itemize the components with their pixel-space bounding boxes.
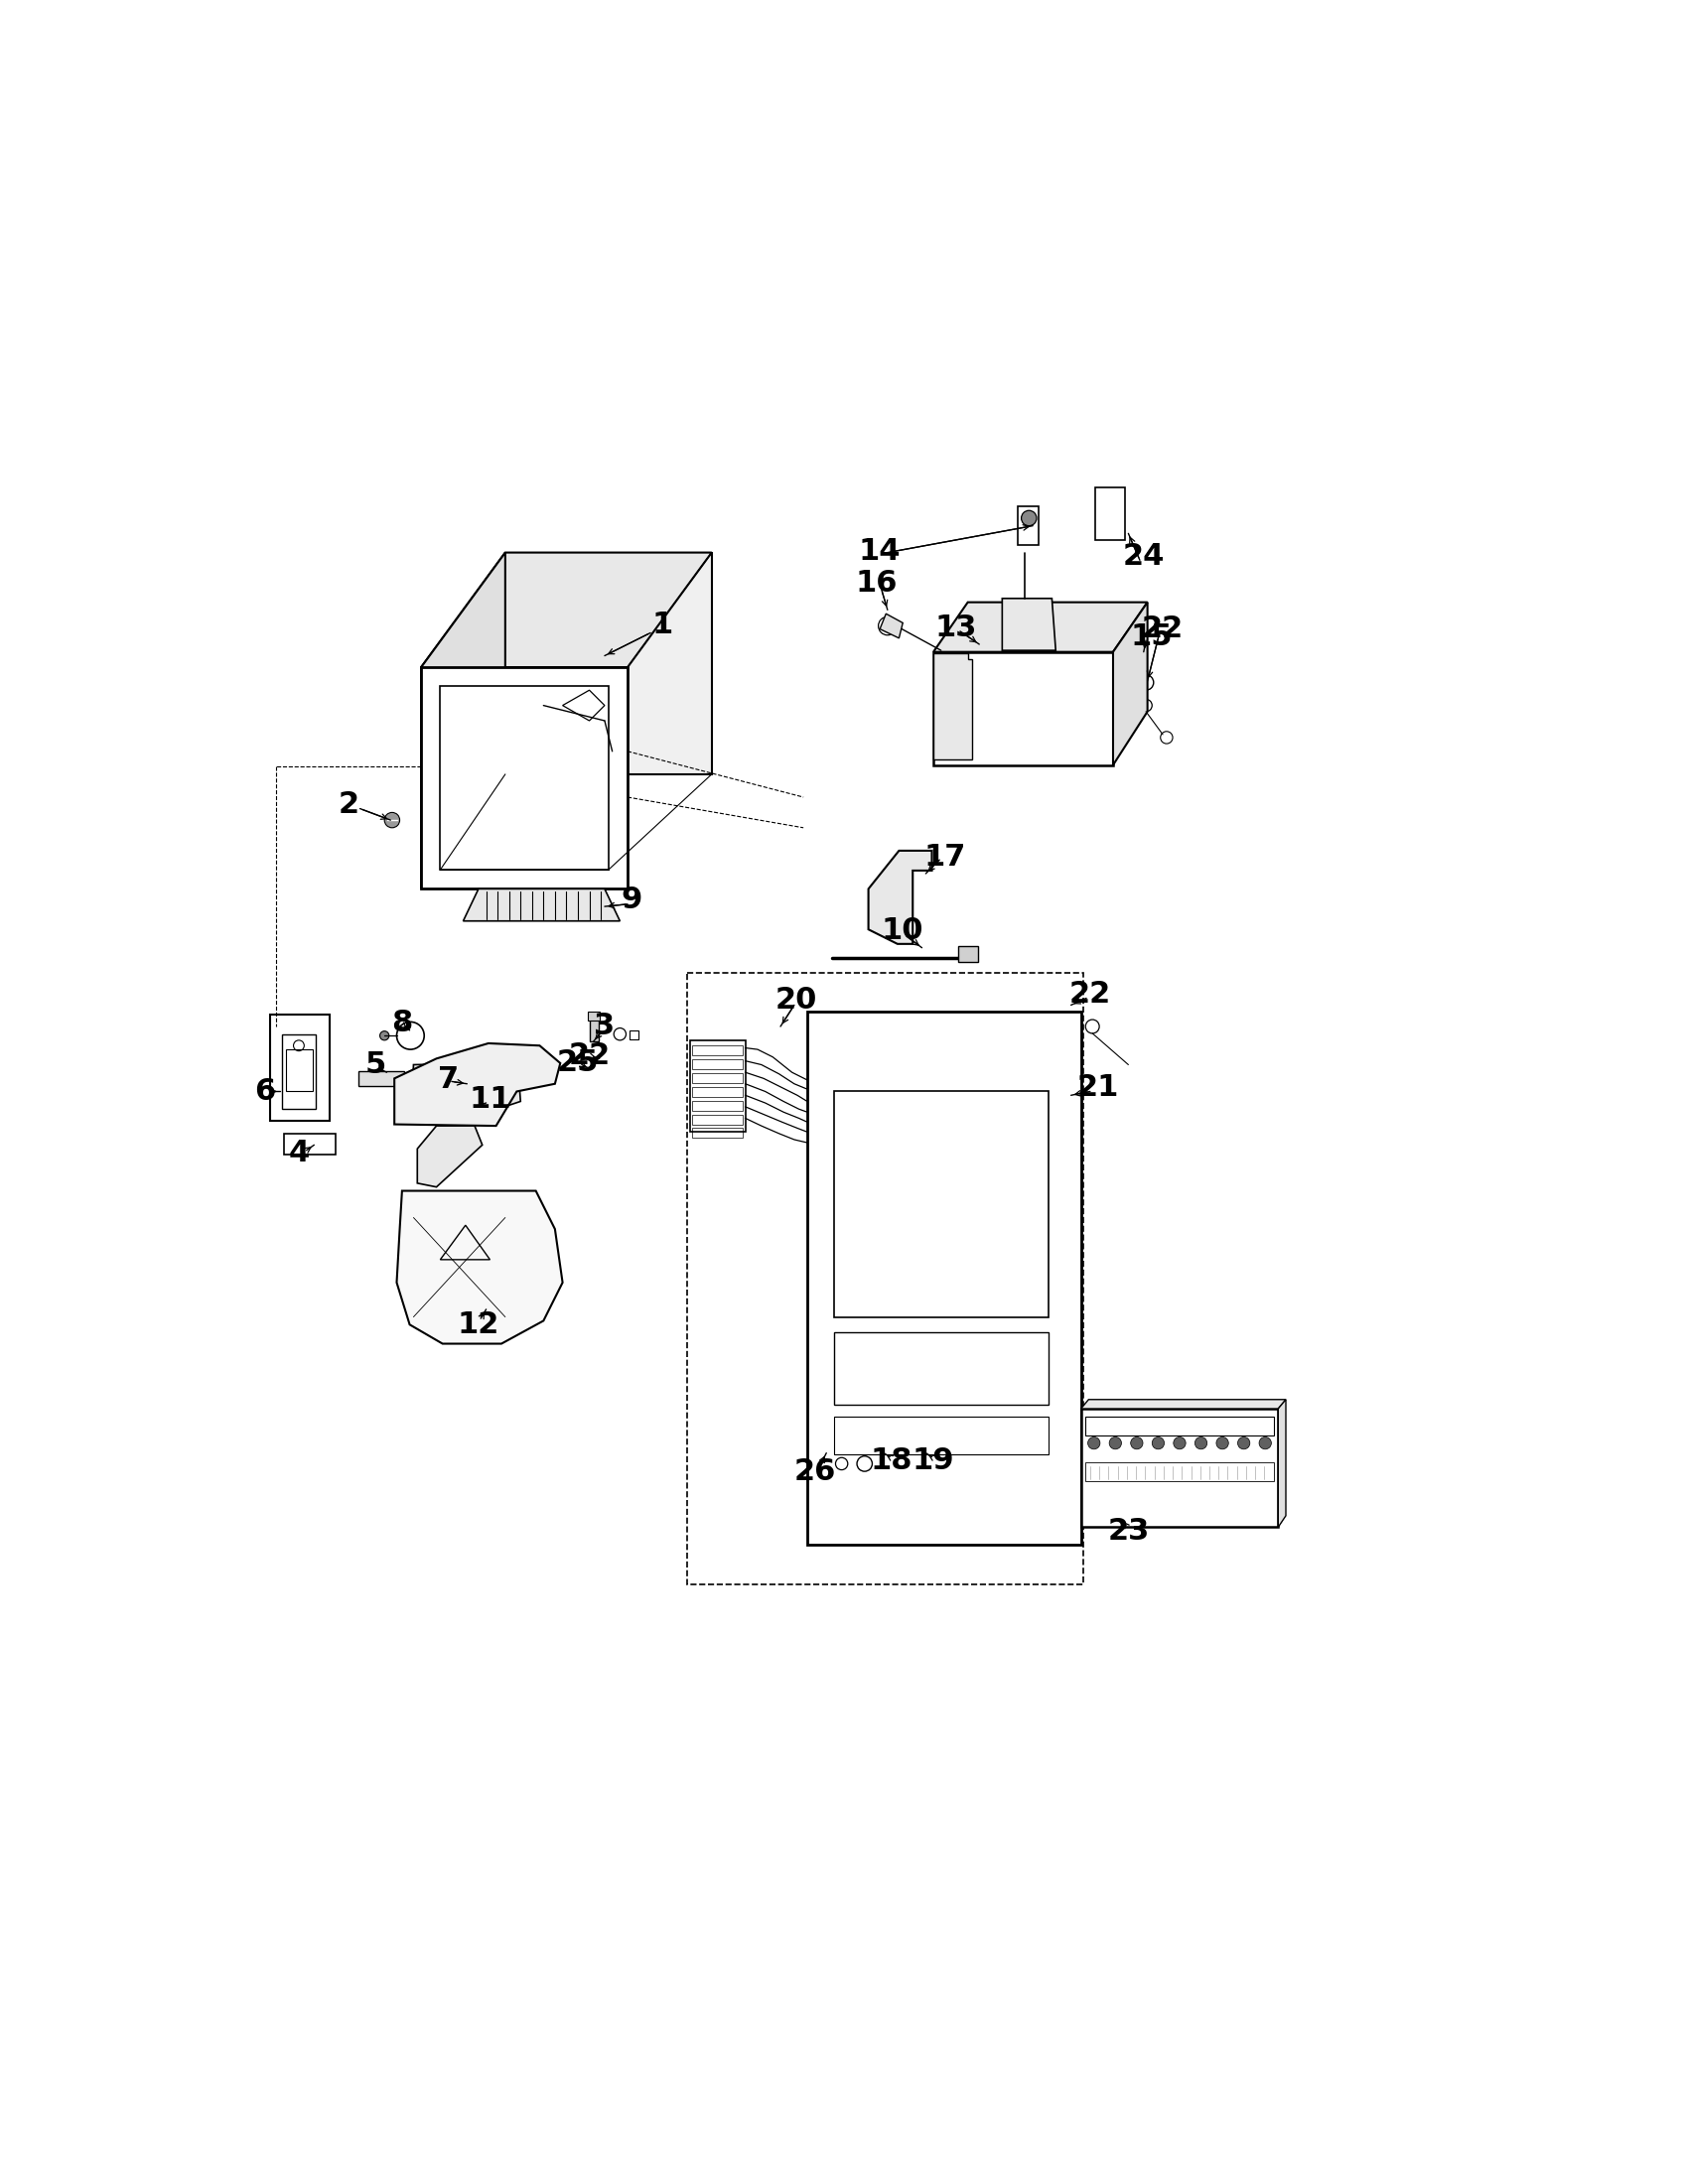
Bar <box>589 1018 598 1042</box>
Text: 4: 4 <box>288 1138 310 1166</box>
Bar <box>283 1133 335 1155</box>
Bar <box>269 1016 330 1120</box>
Text: 24: 24 <box>1123 542 1165 570</box>
Polygon shape <box>1081 1400 1287 1409</box>
Text: 10: 10 <box>882 917 925 946</box>
Text: 23: 23 <box>1108 1516 1148 1546</box>
Bar <box>1096 487 1125 539</box>
Circle shape <box>1216 1437 1229 1450</box>
Circle shape <box>1152 1437 1164 1450</box>
Polygon shape <box>933 603 1147 651</box>
Text: 1: 1 <box>652 612 672 640</box>
Polygon shape <box>1002 598 1056 651</box>
Bar <box>692 1059 743 1070</box>
Bar <box>1081 1409 1278 1527</box>
Text: 26: 26 <box>793 1457 835 1487</box>
Text: 25: 25 <box>557 1048 600 1077</box>
Polygon shape <box>421 553 505 889</box>
Text: 12: 12 <box>458 1310 500 1339</box>
Bar <box>286 1048 313 1092</box>
Polygon shape <box>933 653 972 760</box>
Text: 14: 14 <box>859 537 901 566</box>
Text: 16: 16 <box>855 568 898 598</box>
Polygon shape <box>418 1127 482 1188</box>
Polygon shape <box>879 614 903 638</box>
Bar <box>980 670 1056 712</box>
Bar <box>359 1070 404 1085</box>
Bar <box>692 1114 743 1125</box>
Bar <box>1084 1417 1275 1435</box>
Bar <box>281 1035 315 1109</box>
Circle shape <box>1021 511 1037 526</box>
Text: 17: 17 <box>925 843 967 871</box>
Bar <box>871 904 882 915</box>
Text: 7: 7 <box>438 1066 458 1094</box>
Circle shape <box>1088 1437 1100 1450</box>
Bar <box>630 1031 638 1040</box>
Text: 21: 21 <box>1076 1072 1118 1103</box>
Polygon shape <box>394 1044 561 1127</box>
Text: 13: 13 <box>935 614 977 642</box>
Bar <box>807 1011 1081 1544</box>
Circle shape <box>384 812 399 828</box>
Polygon shape <box>421 668 628 889</box>
Polygon shape <box>1278 1400 1287 1527</box>
Text: 2: 2 <box>338 791 359 819</box>
Bar <box>687 974 1083 1586</box>
Text: 22: 22 <box>569 1042 610 1070</box>
Text: 11: 11 <box>468 1085 510 1114</box>
Circle shape <box>1174 1437 1186 1450</box>
Text: 3: 3 <box>594 1011 615 1042</box>
Bar <box>690 1040 746 1131</box>
Text: 5: 5 <box>365 1051 386 1079</box>
Bar <box>834 1417 1047 1455</box>
Text: 15: 15 <box>1130 622 1172 651</box>
Circle shape <box>381 1031 389 1040</box>
Bar <box>692 1129 743 1138</box>
Polygon shape <box>869 852 931 943</box>
Circle shape <box>1196 1437 1207 1450</box>
Text: 22: 22 <box>1069 981 1111 1009</box>
Bar <box>933 736 972 756</box>
Polygon shape <box>413 1064 520 1109</box>
Bar <box>588 1011 600 1020</box>
Circle shape <box>1110 1437 1122 1450</box>
Polygon shape <box>958 946 978 961</box>
Bar <box>692 1088 743 1096</box>
Polygon shape <box>933 651 1113 764</box>
Text: 18: 18 <box>871 1446 913 1474</box>
Text: 20: 20 <box>775 985 817 1013</box>
Circle shape <box>1130 1437 1143 1450</box>
Bar <box>692 1046 743 1055</box>
Bar <box>1017 507 1039 546</box>
Polygon shape <box>397 1190 562 1343</box>
Bar <box>692 1072 743 1083</box>
Bar <box>1084 1463 1275 1481</box>
Polygon shape <box>463 889 620 922</box>
Text: 9: 9 <box>621 887 642 915</box>
Text: 6: 6 <box>254 1077 274 1105</box>
Text: 19: 19 <box>913 1446 955 1474</box>
Bar <box>834 1332 1047 1404</box>
Circle shape <box>1260 1437 1271 1450</box>
Text: 8: 8 <box>391 1009 413 1037</box>
Polygon shape <box>505 553 712 775</box>
Bar <box>834 1092 1047 1317</box>
Bar <box>692 1101 743 1109</box>
Polygon shape <box>1113 603 1147 764</box>
Polygon shape <box>421 553 712 668</box>
Text: 22: 22 <box>1142 614 1184 644</box>
Circle shape <box>1238 1437 1250 1450</box>
